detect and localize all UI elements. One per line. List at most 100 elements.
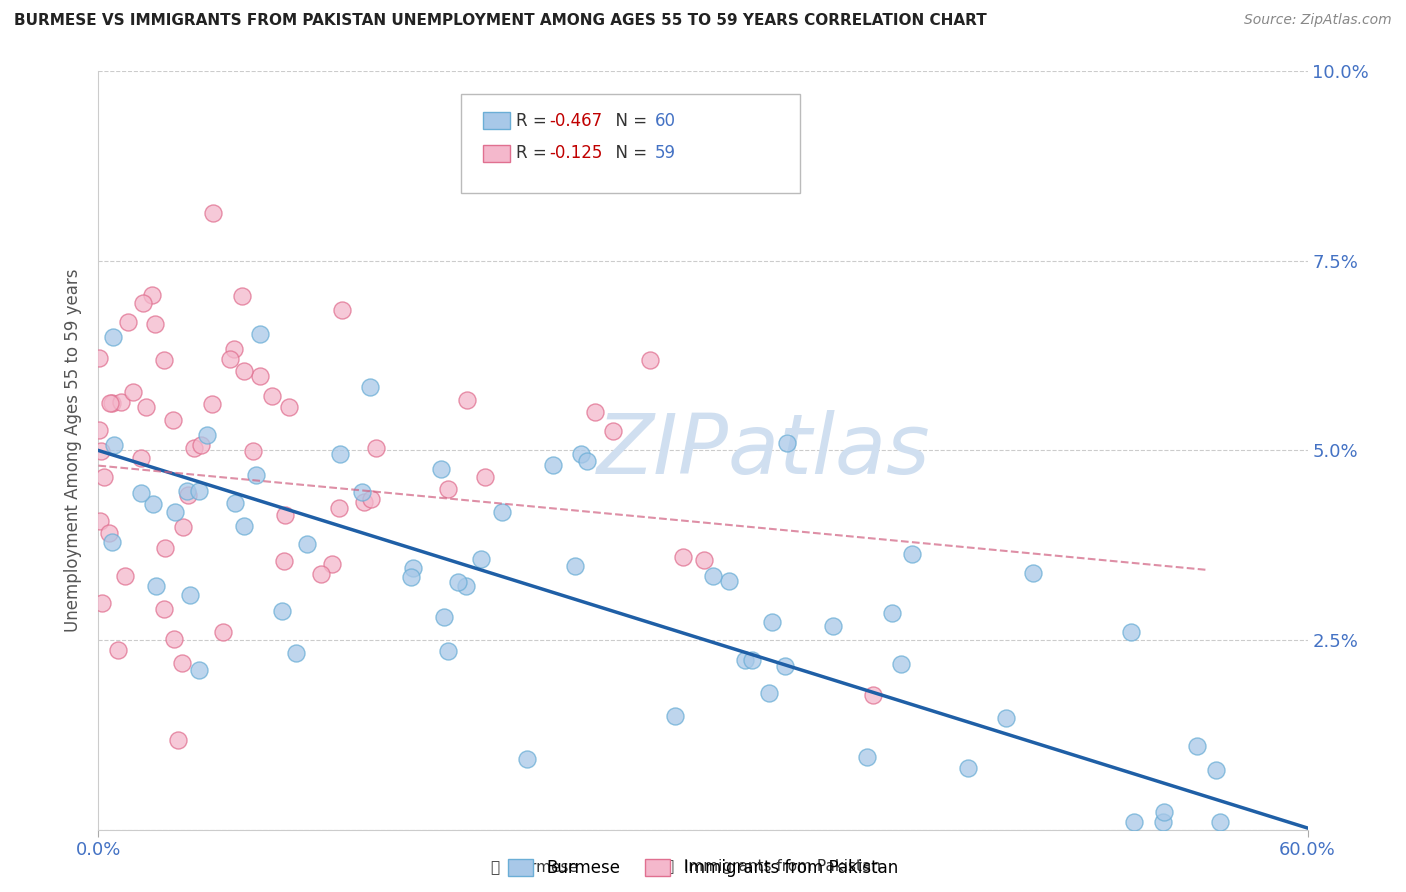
- Point: [129, 451, 152, 466]
- Point: [329, 446, 352, 460]
- Point: [176, 488, 198, 502]
- Text: ⬜  Immigrants from Pakistan: ⬜ Immigrants from Pakistan: [665, 859, 882, 874]
- Point: [163, 632, 186, 647]
- Point: [233, 519, 256, 533]
- Point: [87, 351, 110, 365]
- Point: [90, 443, 112, 458]
- Point: [211, 624, 233, 639]
- Point: [100, 535, 122, 549]
- Point: [91, 596, 114, 610]
- Point: [1185, 739, 1208, 753]
- Point: [437, 482, 460, 496]
- Point: [93, 469, 115, 483]
- Point: [1152, 815, 1174, 830]
- Point: [328, 501, 350, 516]
- Point: [284, 647, 307, 661]
- Point: [350, 484, 373, 499]
- Point: [491, 505, 513, 519]
- Text: ⬜  Burmese: ⬜ Burmese: [491, 859, 578, 874]
- Point: [856, 750, 879, 764]
- Point: [245, 467, 267, 482]
- Point: [693, 552, 716, 566]
- Point: [360, 491, 382, 506]
- FancyBboxPatch shape: [482, 112, 509, 129]
- Point: [672, 550, 695, 565]
- Point: [454, 579, 477, 593]
- Point: [278, 400, 301, 414]
- Point: [172, 520, 194, 534]
- Point: [176, 484, 198, 499]
- Point: [702, 569, 724, 583]
- Point: [121, 385, 143, 400]
- Point: [1153, 805, 1175, 819]
- Text: 60: 60: [655, 112, 676, 129]
- Point: [152, 353, 174, 368]
- Point: [773, 659, 796, 673]
- Point: [190, 437, 212, 451]
- Point: [141, 287, 163, 301]
- Point: [564, 559, 586, 574]
- Point: [321, 557, 343, 571]
- Point: [447, 574, 470, 589]
- Point: [152, 602, 174, 616]
- Point: [1123, 815, 1146, 830]
- Text: ZIPatlas: ZIPatlas: [596, 410, 931, 491]
- Point: [270, 604, 292, 618]
- Text: -0.125: -0.125: [550, 145, 603, 162]
- Point: [758, 686, 780, 700]
- Point: [135, 400, 157, 414]
- Point: [183, 441, 205, 455]
- Point: [117, 315, 139, 329]
- Point: [456, 392, 478, 407]
- Point: [882, 606, 904, 620]
- Point: [576, 454, 599, 468]
- Legend: Burmese, Immigrants from Pakistan: Burmese, Immigrants from Pakistan: [502, 852, 904, 884]
- Point: [890, 657, 912, 672]
- Point: [249, 368, 271, 383]
- Point: [366, 442, 388, 456]
- Text: R =: R =: [516, 112, 551, 129]
- Point: [114, 569, 136, 583]
- Point: [195, 428, 218, 442]
- Point: [89, 515, 111, 529]
- Point: [242, 443, 264, 458]
- Point: [664, 708, 686, 723]
- Point: [231, 289, 253, 303]
- Text: BURMESE VS IMMIGRANTS FROM PAKISTAN UNEMPLOYMENT AMONG AGES 55 TO 59 YEARS CORRE: BURMESE VS IMMIGRANTS FROM PAKISTAN UNEM…: [14, 13, 987, 29]
- Point: [1205, 763, 1227, 777]
- Point: [717, 574, 740, 589]
- Point: [330, 303, 353, 318]
- Point: [359, 380, 381, 394]
- Point: [224, 342, 246, 356]
- Point: [145, 579, 167, 593]
- Point: [602, 424, 624, 438]
- Point: [297, 536, 319, 550]
- Point: [734, 653, 756, 667]
- Point: [741, 653, 763, 667]
- Point: [1119, 625, 1142, 640]
- Point: [862, 688, 884, 702]
- Point: [821, 619, 844, 633]
- Point: [1022, 566, 1045, 580]
- Point: [474, 470, 496, 484]
- Point: [170, 656, 193, 670]
- FancyBboxPatch shape: [461, 95, 800, 193]
- Point: [470, 552, 492, 566]
- Point: [162, 412, 184, 426]
- Point: [132, 295, 155, 310]
- Point: [956, 761, 979, 775]
- Text: N =: N =: [605, 145, 652, 162]
- Point: [167, 732, 190, 747]
- Point: [101, 330, 124, 344]
- Point: [218, 351, 240, 366]
- Point: [141, 497, 163, 511]
- Point: [1209, 815, 1232, 830]
- Point: [131, 486, 153, 500]
- Point: [433, 609, 456, 624]
- Point: [901, 547, 924, 561]
- Point: [155, 541, 177, 555]
- Point: [110, 395, 132, 409]
- Text: 59: 59: [655, 145, 676, 162]
- Point: [103, 438, 125, 452]
- Point: [100, 396, 122, 410]
